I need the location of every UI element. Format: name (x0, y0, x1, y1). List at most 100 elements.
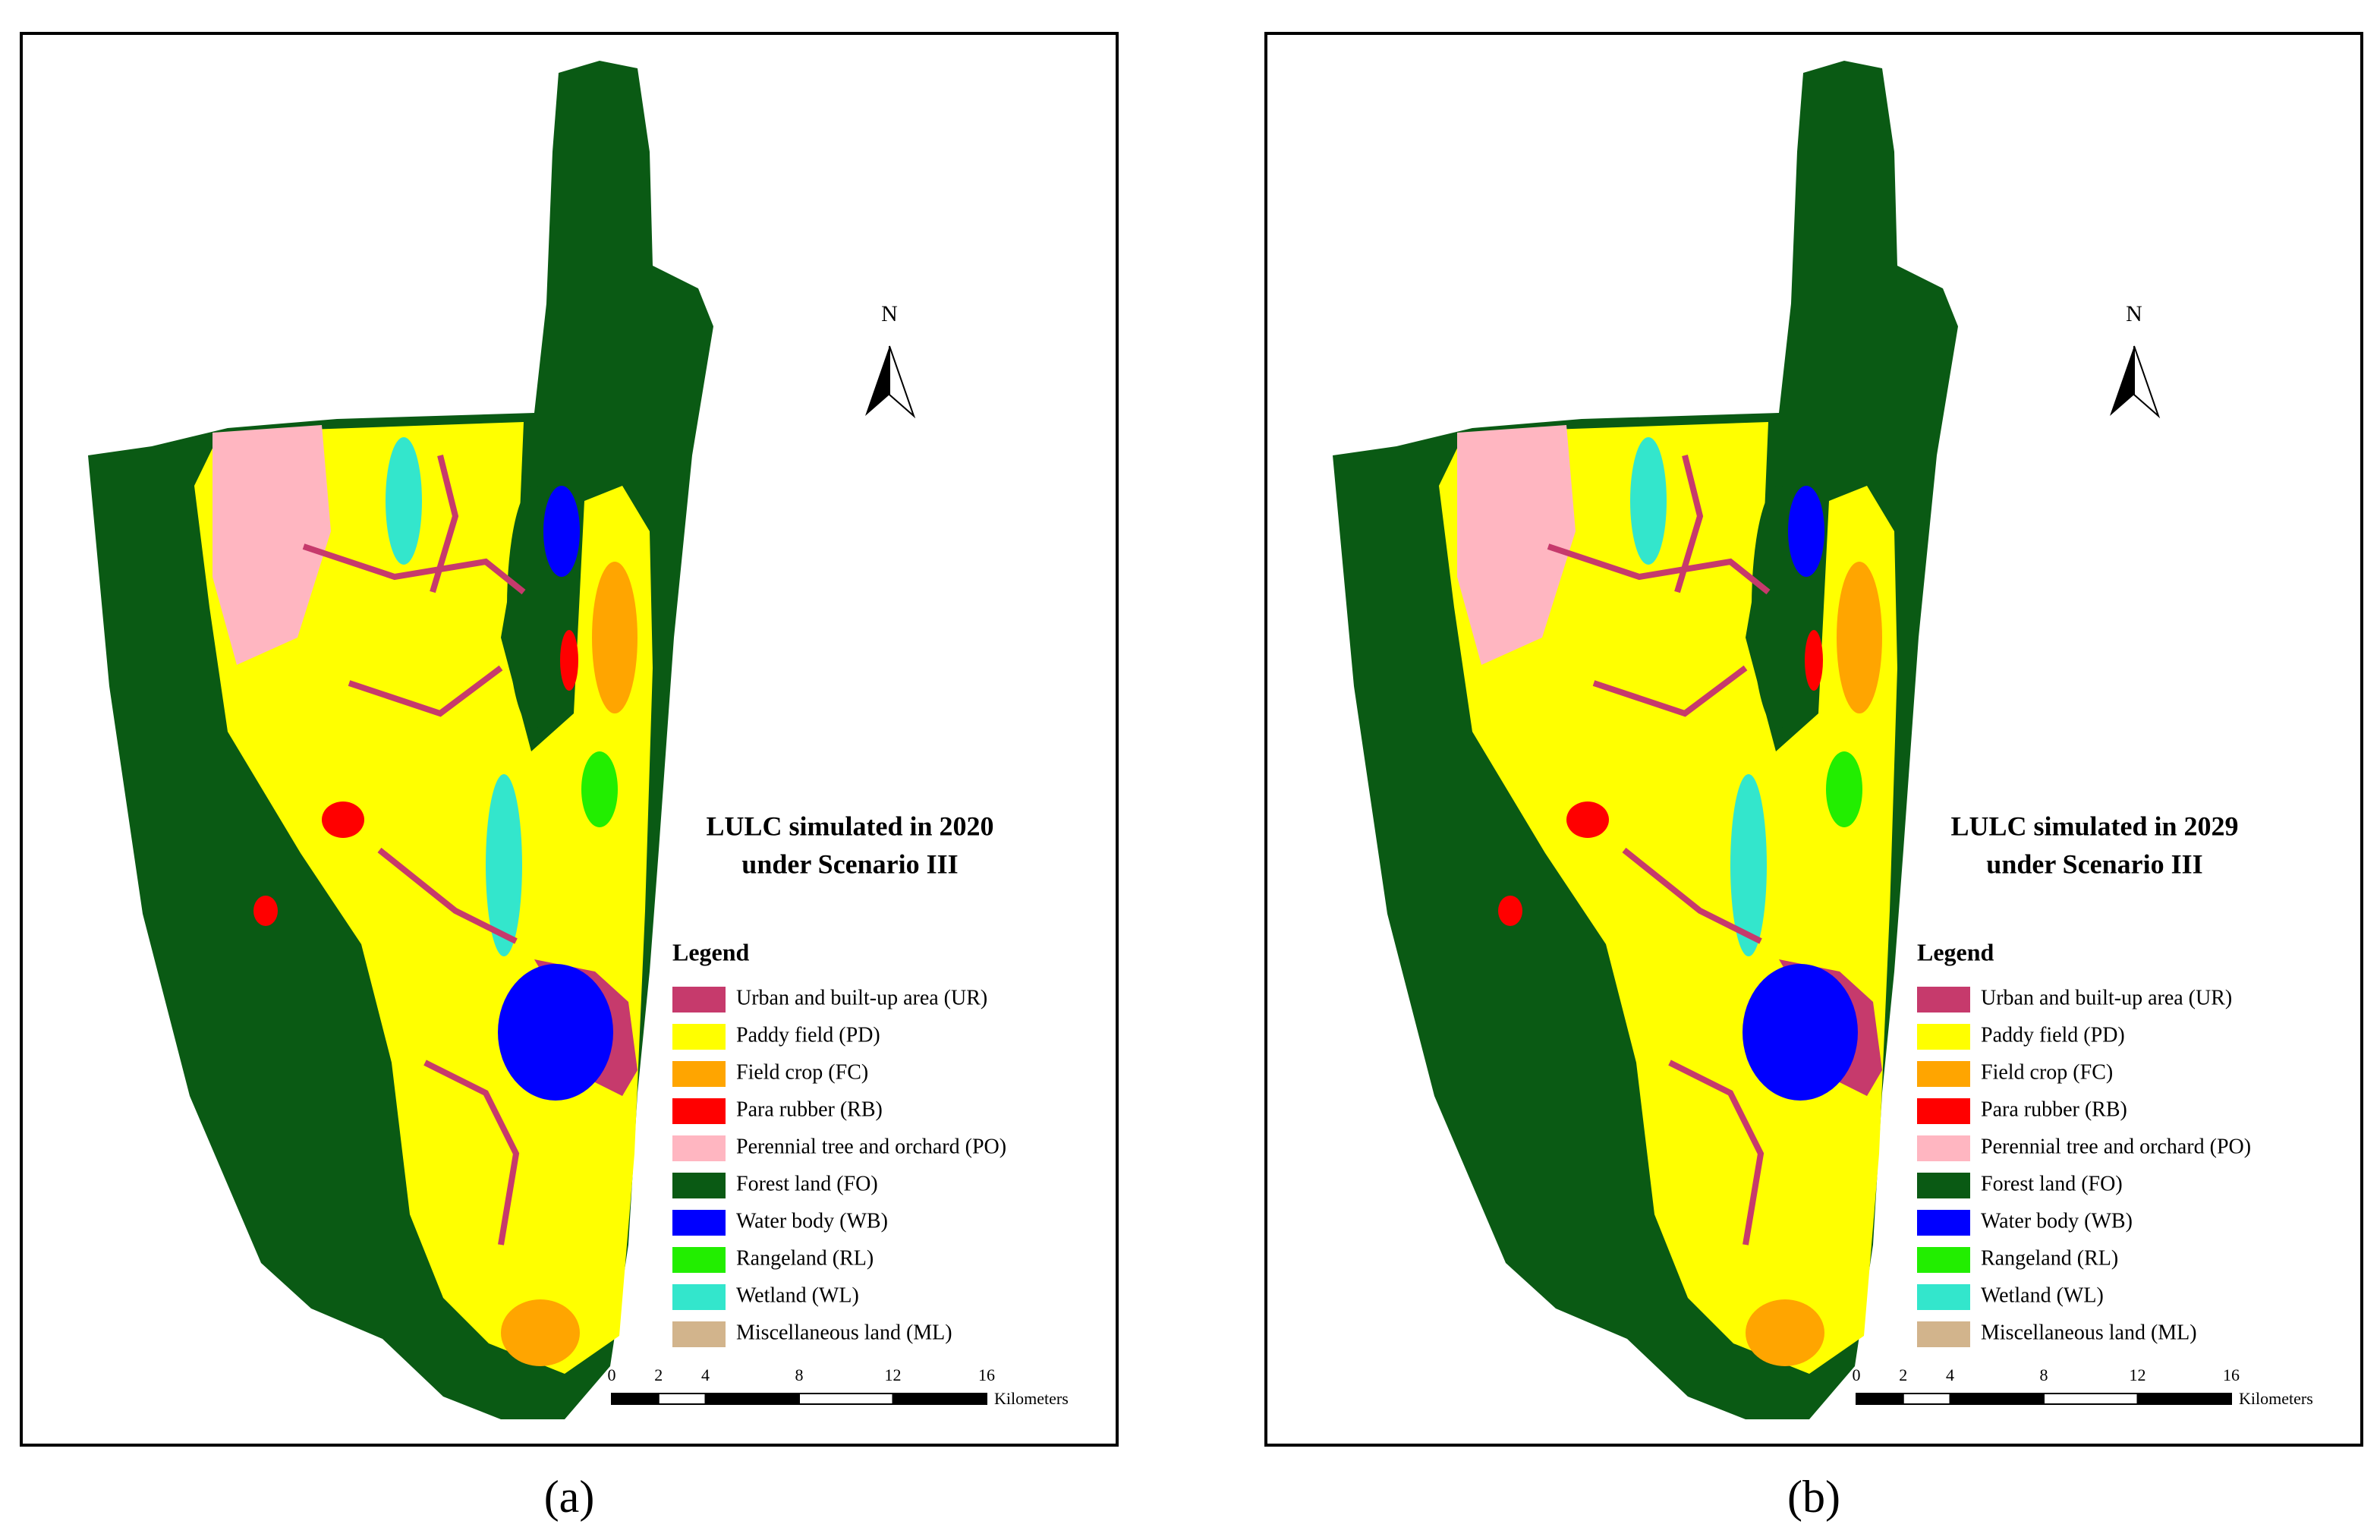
legend-swatch (1917, 1024, 1970, 1050)
legend-label: Para rubber (RB) (1981, 1098, 2127, 1121)
legend-swatch (672, 1098, 726, 1124)
urban-network (1668, 1060, 1765, 1246)
panel-label: (a) (544, 1472, 595, 1522)
map-panel: N LULC simulated in 2029 under Scenario II… (1264, 32, 2363, 1522)
scale-segment (657, 1393, 707, 1405)
land-cover-area (212, 425, 331, 665)
north-arrow (889, 345, 916, 419)
legend-label: Water body (WB) (1981, 1209, 2133, 1233)
urban-network (348, 665, 503, 717)
legend-swatch (672, 1061, 726, 1087)
land-cover-area (194, 422, 653, 1374)
legend-swatch (672, 987, 726, 1012)
urban-network (377, 847, 518, 944)
legend-swatch (1917, 1210, 1970, 1236)
scale-unit: Kilometers (2239, 1389, 2313, 1408)
map-panel: N LULC simulated in 2020 under Scenario II… (20, 32, 1119, 1522)
legend-swatch (672, 1210, 726, 1236)
legend-label: Miscellaneous land (ML) (1981, 1321, 2197, 1344)
map-title: under Scenario III (1986, 849, 2202, 879)
land-cover-area (1826, 751, 1862, 827)
urban-network (1674, 455, 1704, 594)
urban-network (430, 455, 459, 594)
land-cover-area (498, 964, 613, 1101)
legend-swatch (672, 1284, 726, 1310)
legend-label: Field crop (FC) (1981, 1060, 2113, 1084)
land-cover-area (253, 896, 278, 926)
legend-label: Rangeland (RL) (1981, 1246, 2118, 1270)
land-cover-area (1439, 422, 1897, 1374)
legend-label: Field crop (FC) (736, 1060, 868, 1084)
map-title: LULC simulated in 2020 (706, 811, 993, 841)
land-cover-area (1566, 801, 1609, 838)
scale-tick-label: 16 (978, 1365, 995, 1384)
panel-label: (b) (1787, 1472, 1840, 1522)
legend-swatch (1917, 987, 1970, 1012)
scale-segment (2043, 1393, 2139, 1405)
scale-tick-label: 16 (2223, 1365, 2240, 1384)
legend-label: Perennial tree and orchard (PO) (736, 1135, 1006, 1158)
legend-label: Para rubber (RB) (736, 1098, 883, 1121)
land-cover-area (1498, 896, 1522, 926)
scale-tick-label: 4 (701, 1365, 710, 1384)
land-cover-area (1630, 437, 1667, 565)
urban-network (1622, 847, 1762, 944)
legend-swatch (1917, 1098, 1970, 1124)
scale-tick-label: 0 (608, 1365, 616, 1384)
scale-segment (892, 1393, 987, 1405)
north-arrow (2133, 345, 2161, 419)
scale-tick-label: 4 (1946, 1365, 1954, 1384)
land-cover-area (322, 801, 364, 838)
legend-swatch (1917, 1284, 1970, 1310)
land-cover-area (592, 562, 638, 713)
scale-unit: Kilometers (994, 1389, 1069, 1408)
scale-tick-label: 12 (885, 1365, 902, 1384)
land-cover-area (560, 630, 578, 691)
legend-label: Urban and built-up area (UR) (736, 986, 987, 1009)
land-cover-area (581, 751, 618, 827)
legend-label: Perennial tree and orchard (PO) (1981, 1135, 2251, 1158)
legend-swatch (672, 1247, 726, 1273)
land-cover-area (1730, 774, 1767, 956)
land-cover-area (1805, 630, 1823, 691)
urban-network (1592, 665, 1748, 717)
legend-swatch (672, 1135, 726, 1161)
scale-segment (611, 1393, 660, 1405)
scale-segment (1856, 1393, 1904, 1405)
urban-network (423, 1060, 520, 1246)
legend-label: Forest land (FO) (736, 1172, 878, 1195)
land-cover-area (543, 486, 580, 577)
land-cover-area (501, 1299, 580, 1366)
legend-swatch (1917, 1061, 1970, 1087)
legend-swatch (1917, 1247, 1970, 1273)
legend-swatch (1917, 1135, 1970, 1161)
legend-label: Paddy field (PD) (736, 1023, 880, 1047)
legend-title: Legend (1917, 938, 1994, 965)
scale-segment (798, 1393, 894, 1405)
legend-label: Rangeland (RL) (736, 1246, 874, 1270)
scale-segment (2136, 1393, 2232, 1405)
land-cover-area (486, 774, 522, 956)
scale-segment (1949, 1393, 2045, 1405)
scale-tick-label: 2 (654, 1365, 663, 1384)
legend-swatch (672, 1173, 726, 1198)
legend-label: Wetland (WL) (736, 1283, 859, 1307)
land-cover-area (1742, 964, 1858, 1101)
legend-label: Miscellaneous land (ML) (736, 1321, 952, 1344)
map-title: LULC simulated in 2029 (1950, 811, 2238, 841)
land-cover-area (1837, 562, 1882, 713)
scale-tick-label: 8 (795, 1365, 804, 1384)
legend-title: Legend (672, 938, 750, 965)
north-arrow (865, 346, 889, 416)
legend-label: Forest land (FO) (1981, 1172, 2123, 1195)
scale-tick-label: 12 (2130, 1365, 2146, 1384)
north-arrow (2110, 346, 2134, 416)
land-cover-area (1788, 486, 1824, 577)
legend-swatch (1917, 1173, 1970, 1198)
legend-label: Paddy field (PD) (1981, 1023, 2125, 1047)
legend-swatch (672, 1321, 726, 1347)
land-cover-area (386, 437, 422, 565)
scale-segment (1902, 1393, 1951, 1405)
